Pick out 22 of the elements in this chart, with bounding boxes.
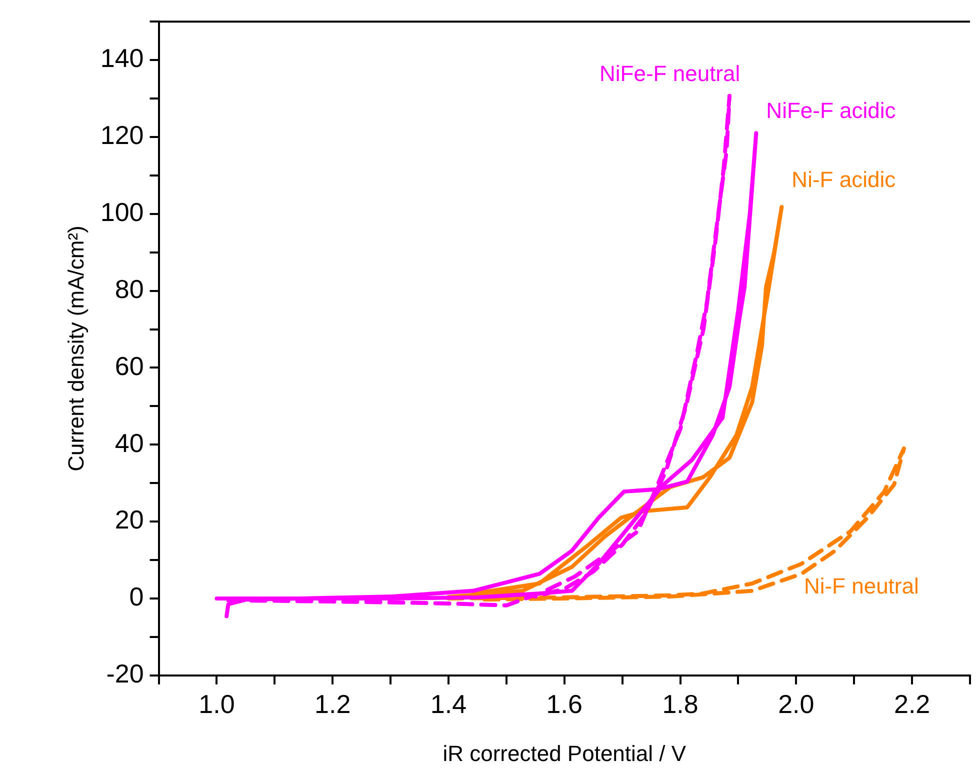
series-label: Ni-F acidic (792, 167, 896, 192)
series-label: Ni-F neutral (804, 574, 919, 599)
x-tick-label: 1.6 (546, 689, 582, 720)
x-tick-label: 1.4 (430, 689, 467, 720)
y-tick-label: 100 (100, 197, 144, 228)
x-tick-label: 1.0 (198, 689, 235, 720)
series-label: NiFe-F acidic (766, 98, 896, 124)
y-tick-label: 120 (100, 120, 144, 150)
y-tick-label: 80 (114, 274, 144, 304)
y-tick-label: -20 (106, 658, 144, 689)
x-axis-title: iR corrected Potential / V (442, 740, 686, 766)
y-tick-label: 0 (129, 582, 144, 612)
x-tick-label: 1.8 (662, 689, 698, 720)
x-tick-label: 1.2 (314, 689, 351, 720)
y-tick-label: 20 (114, 504, 144, 535)
x-tick-label: 2.0 (778, 689, 814, 720)
x-tick-label: 2.2 (894, 689, 930, 720)
series-label: NiFe-F neutral (600, 60, 740, 86)
y-tick-label: 40 (114, 428, 144, 458)
y-tick-label: 60 (114, 350, 144, 381)
y-tick-label: 140 (100, 43, 144, 74)
y-axis-title: Current density (mA/cm²) (63, 226, 88, 472)
